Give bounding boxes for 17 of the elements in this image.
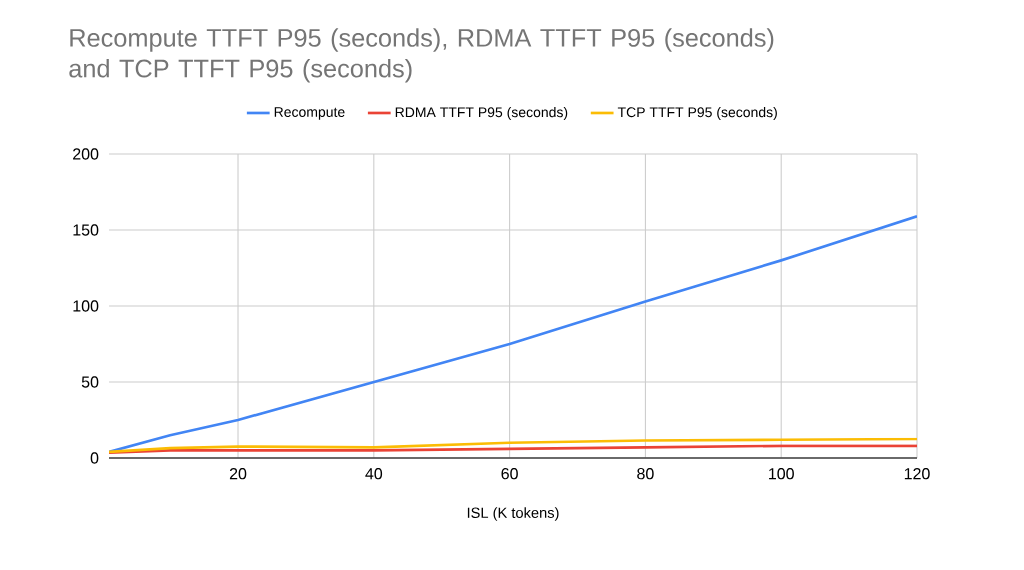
- y-tick-label: 0: [90, 452, 99, 464]
- x-tick-label: 60: [501, 468, 518, 480]
- x-tick-label: 40: [365, 468, 383, 480]
- chart-title: Recompute TTFT P95 (seconds), RDMA TTFT P95 (seconds) and TCP TTFT P95 (seconds): [69, 28, 774, 83]
- y-tick-label: 150: [73, 224, 99, 236]
- x-tick-label: 100: [769, 468, 794, 480]
- y-tick-label: 100: [73, 300, 99, 312]
- legend-label: Recompute: [274, 107, 345, 120]
- legend-label: TCP TTFT P95 (seconds): [617, 106, 777, 120]
- x-axis-title: ISL (K tokens): [467, 507, 559, 521]
- x-tick-label: 80: [637, 468, 654, 480]
- x-tick-label: 20: [229, 468, 247, 480]
- y-tick-label: 200: [73, 148, 99, 160]
- legend-label: RDMA TTFT P95 (seconds): [395, 106, 568, 120]
- x-tick-label: 120: [904, 468, 930, 480]
- y-tick-label: 50: [81, 376, 99, 388]
- line-series: [109, 437, 917, 454]
